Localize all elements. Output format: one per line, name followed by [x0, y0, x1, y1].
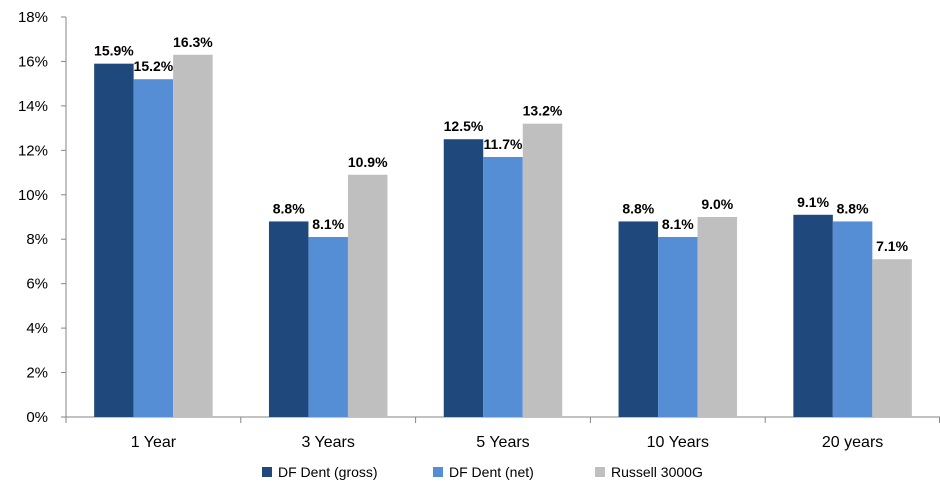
data-label: 8.1%	[312, 216, 344, 232]
y-tick-label: 6%	[26, 276, 48, 293]
data-label: 15.9%	[94, 43, 134, 59]
data-label: 12.5%	[444, 118, 484, 134]
legend: DF Dent (gross) DF Dent (net) Russell 3000…	[262, 464, 703, 480]
bar	[872, 259, 912, 417]
bar	[793, 214, 833, 417]
data-label: 11.7%	[484, 136, 523, 152]
bar	[522, 123, 563, 418]
bar	[832, 221, 873, 417]
legend-swatch	[262, 467, 272, 477]
data-label: 8.1%	[662, 216, 694, 232]
category-label: 1 Year	[131, 434, 177, 451]
bar	[483, 157, 523, 417]
y-tick-label: 4%	[26, 320, 48, 337]
legend-swatch	[433, 467, 443, 477]
category-label: 10 Years	[647, 434, 709, 451]
data-label: 8.8%	[837, 200, 869, 216]
x-axis: 1 Year 3 Years 5 Years 10 Years 20 years	[65, 416, 940, 451]
category-label: 3 Years	[302, 434, 355, 451]
data-label: 10.9%	[348, 154, 388, 170]
y-tick-label: 0%	[26, 409, 48, 426]
bar	[173, 54, 213, 418]
y-axis: 0% 2% 4% 6% 8% 10% 12% 14% 16% 18%	[18, 9, 67, 426]
data-label: 15.2%	[134, 58, 174, 74]
y-tick-label: 8%	[26, 231, 48, 248]
bar	[697, 217, 738, 417]
data-label: 9.1%	[797, 194, 829, 210]
category-label: 20 years	[822, 434, 883, 451]
bar	[443, 139, 484, 417]
data-label: 13.2%	[523, 103, 563, 119]
y-tick-label: 14%	[18, 98, 48, 115]
data-labels: 15.9%15.2% 16.3% 8.8% 8.1% 10.9% 12.5%11.7% 13…	[94, 34, 909, 254]
bars	[94, 54, 912, 418]
bar	[268, 221, 309, 417]
legend-label: Russell 3000G	[611, 464, 703, 480]
legend-swatch	[595, 467, 605, 477]
data-label: 7.1%	[876, 238, 908, 254]
data-label: 8.8%	[622, 200, 654, 216]
legend-label: DF Dent (gross)	[278, 464, 378, 480]
y-tick-label: 2%	[26, 365, 48, 382]
data-label: 16.3%	[173, 34, 213, 50]
bar	[658, 237, 698, 417]
bar	[94, 63, 134, 418]
data-label: 9.0%	[701, 196, 733, 212]
data-label: 8.8%	[273, 200, 305, 216]
bar	[618, 221, 659, 417]
y-tick-label: 18%	[18, 9, 48, 26]
bar	[347, 174, 388, 417]
y-tick-label: 10%	[18, 187, 48, 204]
bar	[133, 79, 174, 417]
bar	[308, 237, 348, 417]
y-tick-label: 12%	[18, 142, 48, 159]
legend-label: DF Dent (net)	[449, 464, 534, 480]
category-label: 5 Years	[476, 434, 529, 451]
y-tick-label: 16%	[18, 53, 48, 70]
